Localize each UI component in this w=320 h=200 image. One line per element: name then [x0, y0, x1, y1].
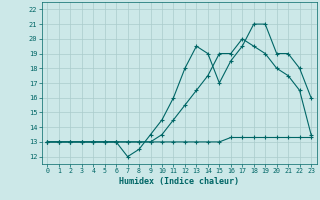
X-axis label: Humidex (Indice chaleur): Humidex (Indice chaleur) [119, 177, 239, 186]
